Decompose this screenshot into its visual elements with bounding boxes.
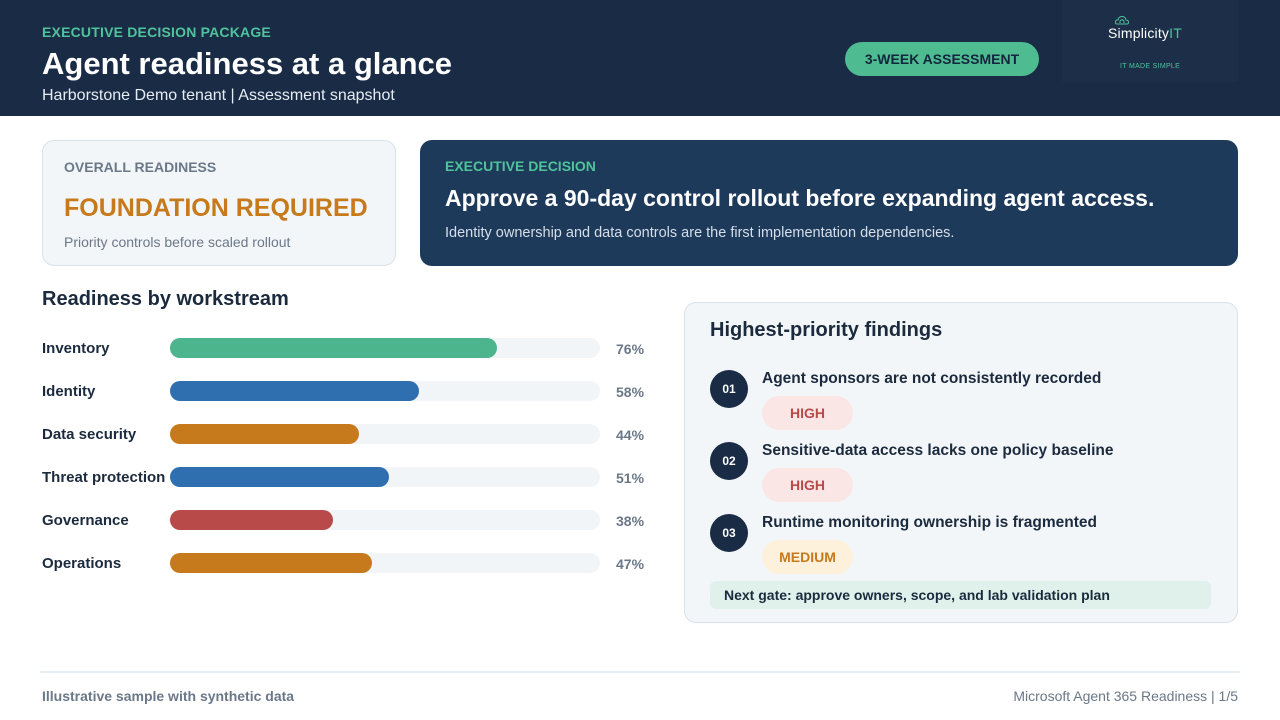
assessment-badge: 3-WEEK ASSESSMENT: [845, 42, 1039, 76]
findings-card: Highest-priority findings 01 Agent spons…: [684, 302, 1238, 623]
workstream-percent: 47%: [616, 556, 645, 572]
workstream-bar-fill: [170, 553, 373, 573]
workstream-label: Threat protection: [42, 469, 166, 486]
decision-headline: Approve a 90-day control rollout before …: [445, 185, 1155, 211]
severity-badge: HIGH: [762, 468, 853, 502]
header-eyebrow: EXECUTIVE DECISION PACKAGE: [42, 24, 271, 40]
workstream-row: Threat protection 51%: [42, 467, 652, 489]
workstream-title: Readiness by workstream: [42, 288, 289, 310]
finding-number: 03: [710, 514, 748, 552]
workstream-bar-track: [170, 553, 600, 573]
workstream-percent: 76%: [616, 341, 645, 357]
workstream-bar-track: [170, 424, 600, 444]
finding-item: 03 Runtime monitoring ownership is fragm…: [710, 514, 1220, 578]
finding-text: Sensitive-data access lacks one policy b…: [762, 442, 1114, 459]
workstream-bar-fill: [170, 424, 360, 444]
finding-number: 01: [710, 370, 748, 408]
workstream-label: Data security: [42, 426, 137, 443]
severity-badge: HIGH: [762, 396, 853, 430]
finding-text: Runtime monitoring ownership is fragment…: [762, 514, 1097, 531]
workstream-row: Identity 58%: [42, 381, 652, 403]
workstream-percent: 51%: [616, 470, 645, 486]
findings-title: Highest-priority findings: [710, 319, 943, 341]
logo-word-suffix: IT: [1169, 25, 1182, 41]
workstream-row: Inventory 76%: [42, 338, 652, 360]
workstream-bar-fill: [170, 467, 390, 487]
workstream-row: Operations 47%: [42, 553, 652, 575]
finding-number: 02: [710, 442, 748, 480]
workstream-row: Governance 38%: [42, 510, 652, 532]
workstream-percent: 58%: [616, 384, 645, 400]
overall-readiness-status: FOUNDATION REQUIRED: [64, 194, 368, 222]
finding-item: 01 Agent sponsors are not consistently r…: [710, 370, 1220, 434]
workstream-label: Governance: [42, 512, 129, 529]
brand-logo: SimplicityIT IT MADE SIMPLE: [1062, 0, 1238, 82]
footer-disclaimer: Illustrative sample with synthetic data: [42, 688, 295, 704]
workstream-label: Identity: [42, 383, 96, 400]
footer-page-info: Microsoft Agent 365 Readiness | 1/5: [1013, 688, 1238, 704]
workstream-bar-track: [170, 381, 600, 401]
workstream-bar-fill: [170, 338, 497, 358]
workstream-percent: 38%: [616, 513, 645, 529]
logo-tagline: IT MADE SIMPLE: [1120, 63, 1181, 70]
finding-text: Agent sponsors are not consistently reco…: [762, 370, 1102, 387]
workstream-bar-track: [170, 338, 600, 358]
workstream-bar-track: [170, 510, 600, 530]
workstream-label: Inventory: [42, 340, 110, 357]
workstream-label: Operations: [42, 555, 122, 572]
logo-wordmark: SimplicityIT: [1108, 25, 1182, 41]
logo-word-main: Simplicity: [1108, 25, 1170, 41]
next-gate-note: Next gate: approve owners, scope, and la…: [710, 581, 1211, 609]
overall-readiness-card: OVERALL READINESS FOUNDATION REQUIRED Pr…: [42, 140, 396, 266]
page-subtitle: Harborstone Demo tenant | Assessment sna…: [42, 87, 395, 104]
footer-divider: [40, 671, 1240, 673]
workstream-percent: 44%: [616, 427, 645, 443]
severity-badge: MEDIUM: [762, 540, 853, 574]
workstream-bar-fill: [170, 510, 334, 530]
executive-decision-card: EXECUTIVE DECISION Approve a 90-day cont…: [420, 140, 1238, 266]
page-title: Agent readiness at a glance: [42, 46, 453, 81]
workstream-bar-track: [170, 467, 600, 487]
workstream-bar-fill: [170, 381, 420, 401]
header-banner: EXECUTIVE DECISION PACKAGE Agent readine…: [0, 0, 1280, 116]
finding-item: 02 Sensitive-data access lacks one polic…: [710, 442, 1220, 506]
decision-note: Identity ownership and data controls are…: [445, 225, 955, 241]
overall-readiness-label: OVERALL READINESS: [64, 159, 217, 175]
cloud-house-icon: [1115, 15, 1129, 25]
overall-readiness-note: Priority controls before scaled rollout: [64, 234, 291, 250]
decision-label: EXECUTIVE DECISION: [445, 158, 596, 174]
workstream-row: Data security 44%: [42, 424, 652, 446]
